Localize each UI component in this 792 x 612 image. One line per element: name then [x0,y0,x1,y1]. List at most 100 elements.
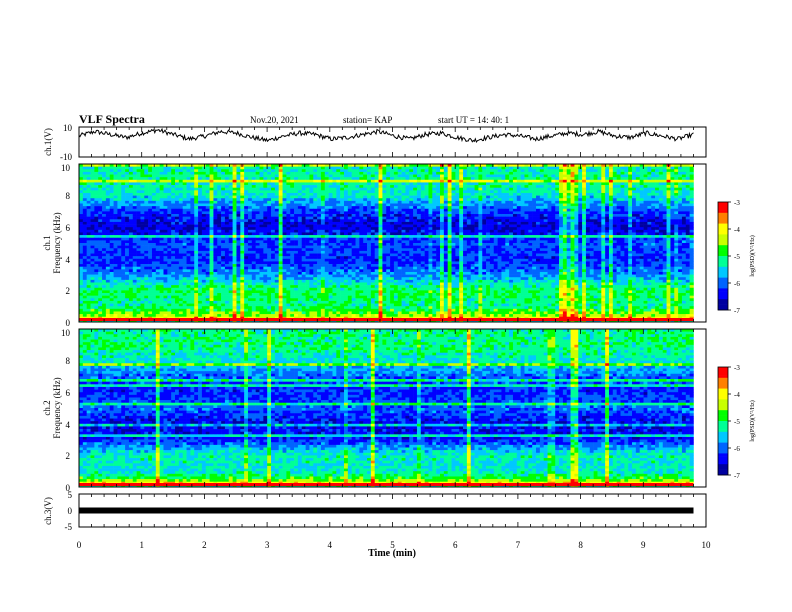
spectrogram-cell [390,200,395,204]
spectrogram-cell [240,179,245,183]
spectrogram-cell [136,206,141,210]
spectrogram-cell [340,187,345,191]
spectrogram-cell [562,203,568,207]
spectrogram-cell [324,182,329,186]
spectrogram-cell [570,192,575,196]
spectrogram-cell [224,182,230,186]
spectrogram-cell [374,166,379,170]
spectrogram-cell [267,203,272,207]
spectrogram-cell [240,229,245,233]
spectrogram-cell [305,174,310,178]
spectrogram-cell [79,192,84,196]
spectrogram-cell [324,198,329,202]
spectrogram-cell [336,198,341,202]
spectrogram-cell [205,174,210,178]
spectrogram-cell [148,185,153,188]
spectrogram-cell [436,206,441,210]
spectrogram-cell [240,169,245,173]
spectrogram-cell [539,232,544,236]
spectrogram-cell [478,235,483,239]
spectrogram-cell [259,235,264,239]
spectrogram-cell [198,182,203,186]
spectrogram-cell [340,227,345,231]
spectrogram-cell [643,208,648,212]
spectrogram-cell [455,206,460,210]
spectrogram-cell [313,200,318,204]
date-label: Nov.20, 2021 [250,115,299,125]
spectrogram-cell [382,232,387,236]
spectrogram-cell [428,169,433,173]
spectrogram-cell [232,227,237,231]
spectrogram-cell [432,237,437,241]
spectrogram-cell [132,195,137,199]
spectrogram-cell [79,182,84,186]
spectrogram-cell [90,182,95,186]
spectrogram-cell [190,174,195,178]
spectrogram-cell [624,206,629,210]
spectrogram-cell [209,243,214,246]
spectrogram-cell [86,169,91,173]
spectrogram-cell [94,227,99,231]
spectrogram-cell [247,216,253,220]
spectrogram-cell [336,190,341,194]
spectrogram-cell [244,174,249,178]
spectrogram-cell [497,229,502,233]
spectrogram-cell [559,177,564,181]
spectrogram-cell [382,235,387,239]
spectrogram-cell [501,232,506,236]
spectrogram-cell [259,221,264,225]
spectrogram-cell [612,221,617,225]
spectrogram-cell [228,232,233,236]
spectrogram-cell [255,185,260,188]
spectrogram-cell [178,232,183,236]
spectrogram-cell [520,174,525,178]
spectrogram-cell [547,195,552,199]
spectrogram-cell [251,179,256,183]
spectrogram-cell [155,190,160,194]
spectrogram-cell [585,174,591,178]
spectrogram-cell [451,227,456,231]
spectrogram-cell [201,224,207,228]
spectrogram-cell [405,179,410,183]
spectrogram-cell [79,185,84,188]
spectrogram-cell [459,198,464,202]
spectrogram-cell [440,177,445,181]
spectrogram-cell [670,179,675,183]
spectrogram-cell [140,208,145,212]
spectrogram-cell [443,219,448,223]
spectrogram-cell [501,237,506,241]
spectrogram-cell [578,169,583,173]
spectrogram-cell [474,195,479,199]
spectrogram-cell [509,208,514,212]
spectrogram-cell [128,187,134,191]
spectrogram-cell [574,221,579,225]
spectrogram-cell [582,174,587,178]
spectrogram-cell [144,174,149,178]
spectrogram-cell [620,187,625,191]
spectrogram-cell [493,164,498,167]
spectrogram-cell [539,240,544,244]
spectrogram-cell [486,164,491,167]
spectrogram-cell [109,174,114,178]
spectrogram-cell [79,221,84,225]
spectrogram-cell [98,219,103,223]
spectrogram-cell [213,232,218,236]
spectrogram-cell [136,216,141,220]
spectrogram-cell [512,195,518,199]
spectrogram-cell [190,182,195,186]
spectrogram-cell [98,185,103,188]
spectrogram-cell [470,187,475,191]
spectrogram-cell [555,174,560,178]
spectrogram-cell [247,182,253,186]
spectrogram-cell [436,214,441,217]
spectrogram-cell [555,198,560,202]
spectrogram-cell [102,229,107,233]
spectrogram-cell [639,179,644,183]
spectrogram-cell [79,187,84,191]
spectrogram-cell [470,203,475,207]
spectrogram-cell [658,235,664,239]
spectrogram-cell [440,190,445,194]
spectrogram-cell [551,206,556,210]
spectrogram-cell [144,182,149,186]
spectrogram-cell [98,224,103,228]
